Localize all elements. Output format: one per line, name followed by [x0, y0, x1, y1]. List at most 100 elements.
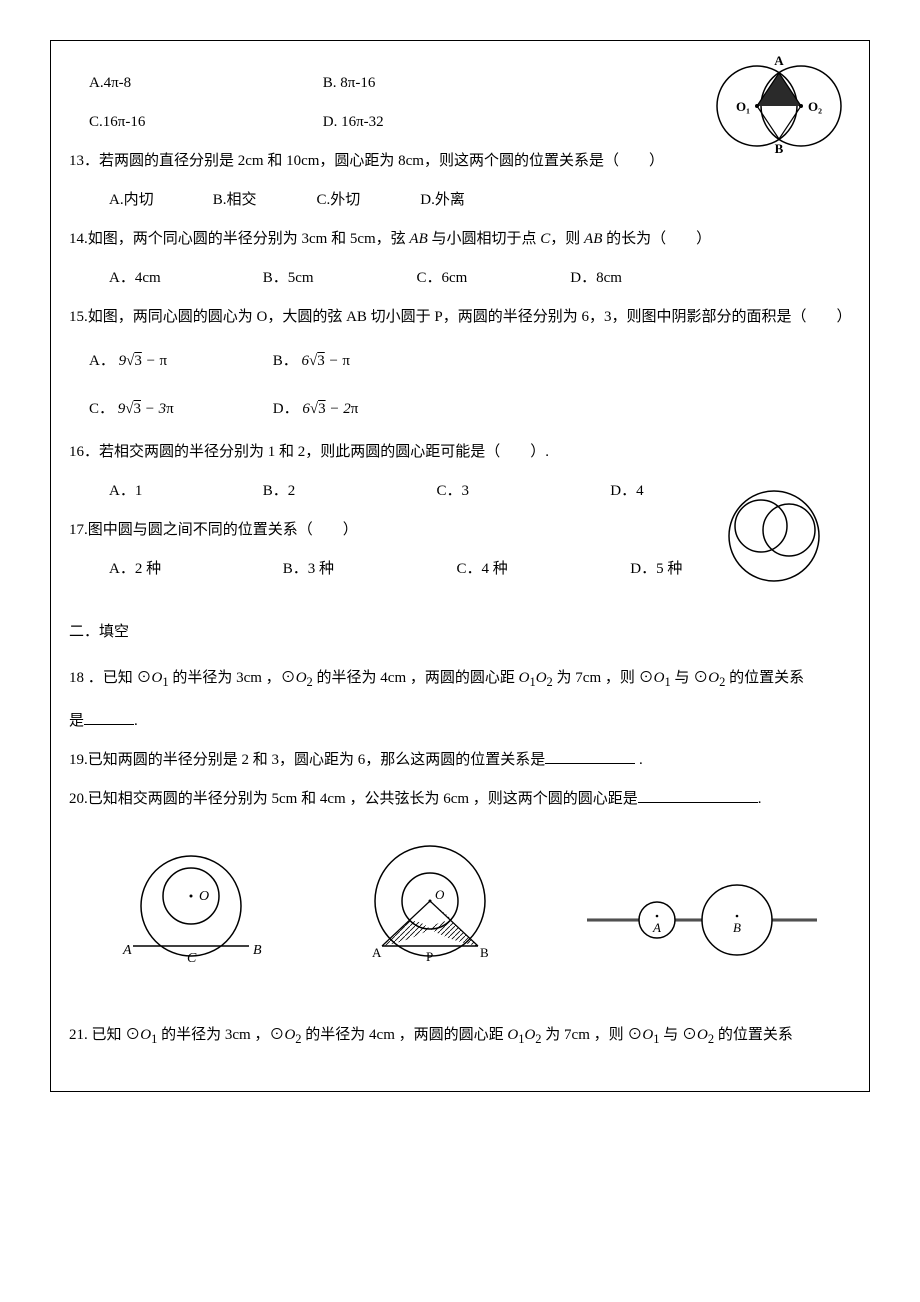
q21-o2: O [284, 1027, 295, 1043]
q14-pre: 14.如图，两个同心圆的半径分别为 3cm 和 5cm，弦 [69, 231, 409, 247]
q19-end: . [635, 752, 643, 768]
q21-p5: 与 ⊙ [659, 1027, 697, 1043]
figure-q21: A B [587, 866, 817, 976]
q18-o2b: O [708, 670, 719, 686]
q14-optD: D．8cm [570, 262, 622, 295]
q18-p6: 的位置关系 [725, 670, 804, 686]
svg-text:O: O [435, 887, 445, 902]
q14-c: C [540, 231, 550, 247]
q20-p4: ，则这两个圆的圆心距是 [469, 791, 638, 807]
q17-optD: D．5 种 [630, 553, 682, 586]
q15-row1: A． 9√3 − π B． 6√3 − π [69, 340, 851, 382]
q16-text: 16．若相交两圆的半径分别为 1 和 2，则此两圆的圆心距可能是（ ）. [69, 436, 851, 469]
svg-text:A: A [652, 920, 661, 935]
q18-o2: O [296, 670, 307, 686]
q15-optD-pre: D． [273, 401, 299, 417]
q18-blank [84, 709, 134, 725]
q18: 18 ．已知 ⊙O1 的半径为 3cm ，⊙O2 的半径为 4cm ，两圆的圆心… [69, 659, 851, 699]
q13-optB: B.相交 [213, 184, 283, 217]
q19: 19.已知两圆的半径分别是 2 和 3，圆心距为 6，那么这两圆的位置关系是 . [69, 744, 851, 777]
q21-o1: O [140, 1027, 151, 1043]
q12-optC: C.16π-16 [89, 106, 269, 139]
svg-text:B: B [480, 945, 489, 960]
page-border: A B O₁ O₂ A.4π-8 B. 8π-16 C.16π-16 D. 16… [50, 40, 870, 1092]
svg-text:A: A [122, 943, 132, 958]
q21-o1b: O [642, 1027, 653, 1043]
q14-mid: 与小圆相切于点 [428, 231, 541, 247]
q18-p4: 为 7cm ，则 ⊙ [553, 670, 654, 686]
q14-then: ，则 [550, 231, 580, 247]
q15-row2: C． 9√3 − 3π D． 6√3 − 2π [69, 388, 851, 430]
q20-r1: 5cm [272, 791, 298, 807]
figure-q14: O A B C [103, 846, 273, 976]
q14-optC: C．6cm [417, 262, 517, 295]
q16-optA: A．1 [109, 475, 209, 508]
q14-optA: A．4cm [109, 262, 209, 295]
q14-ab: AB [409, 231, 427, 247]
q19-text: 19.已知两圆的半径分别是 2 和 3，圆心距为 6，那么这两圆的位置关系是 [69, 752, 545, 768]
q14-ab2: AB [584, 231, 602, 247]
q12-optB: B. 8π-16 [323, 67, 376, 100]
q13-optC: C.外切 [317, 184, 387, 217]
q15-optB-pre: B． [273, 353, 298, 369]
q18-o1: O [152, 670, 163, 686]
q16-optD: D．4 [610, 475, 643, 508]
q19-blank [545, 748, 635, 764]
q16-optC: C．3 [437, 475, 557, 508]
q20-blank [638, 787, 758, 803]
q13-opts: A.内切 B.相交 C.外切 D.外离 [69, 184, 851, 217]
q14-opts: A．4cm B．5cm C．6cm D．8cm [69, 262, 851, 295]
q20-p3: ，公共弦长为 [346, 791, 444, 807]
q15-optC-pre: C． [89, 401, 114, 417]
q15-optB: B． 6√3 − π [273, 353, 350, 369]
q18-o1o2: O1O2 [519, 670, 553, 686]
svg-text:B: B [733, 920, 741, 935]
figure-q15: O A B P [340, 841, 520, 976]
svg-text:P: P [426, 949, 433, 964]
q14-optB: B．5cm [263, 262, 363, 295]
q18-p1: 18 ．已知 ⊙ [69, 670, 152, 686]
q15-optA: A． 9√3 − π [89, 340, 269, 382]
q12-optD: D. 16π-32 [323, 106, 384, 139]
svg-text:A: A [372, 945, 382, 960]
q20-p2: 和 [297, 791, 320, 807]
q16-optB: B．2 [263, 475, 383, 508]
q20-r2: 4cm [320, 791, 346, 807]
q13-optD: D.外离 [420, 184, 465, 217]
q17-optB: B．3 种 [283, 553, 403, 586]
q18-p5: 与 ⊙ [671, 670, 709, 686]
q15-text: 15.如图，两同心圆的圆心为 O，大圆的弦 AB 切小圆于 P，两圆的半径分别为… [69, 301, 851, 334]
q21-p1: 21. 已知 ⊙ [69, 1027, 140, 1043]
q18-p3: 的半径为 4cm ，两圆的圆心距 [313, 670, 519, 686]
q20: 20.已知相交两圆的半径分别为 5cm 和 4cm ，公共弦长为 6cm ，则这… [69, 783, 851, 816]
svg-text:B: B [775, 141, 784, 156]
q20-p1: 20.已知相交两圆的半径分别为 [69, 791, 272, 807]
q21-o2b: O [697, 1027, 708, 1043]
svg-text:O₂: O₂ [808, 99, 822, 114]
q18-o1b: O [654, 670, 665, 686]
q21-o1o2: O1O2 [507, 1027, 541, 1043]
q21: 21. 已知 ⊙O1 的半径为 3cm ，⊙O2 的半径为 4cm ，两圆的圆心… [69, 1016, 851, 1056]
svg-text:B: B [253, 943, 262, 958]
q17-optA: A．2 种 [109, 553, 229, 586]
q12-optA: A.4π-8 [89, 67, 269, 100]
svg-text:C: C [187, 951, 197, 966]
q13-optA: A.内切 [109, 184, 179, 217]
q21-p6: 的位置关系 [714, 1027, 793, 1043]
q15-optD: D． 6√3 − 2π [273, 401, 359, 417]
q18-p8: . [134, 713, 138, 729]
q15-optA-pre: A． [89, 353, 115, 369]
figure-q12: A B O₁ O₂ [709, 51, 849, 161]
q18-p2: 的半径为 3cm ，⊙ [169, 670, 296, 686]
section-2-title: 二．填空 [69, 616, 851, 649]
q21-p4: 为 7cm ，则 ⊙ [542, 1027, 643, 1043]
svg-text:O: O [199, 889, 209, 904]
figures-row: O A B C [69, 841, 851, 976]
q17-optC: C．4 种 [457, 553, 577, 586]
q18-p7: 是 [69, 713, 84, 729]
svg-text:O₁: O₁ [736, 99, 750, 114]
figure-q17 [719, 486, 829, 586]
q18-line2: 是. [69, 705, 851, 738]
q14-post: 的长为（ ） [602, 231, 711, 247]
q20-end: . [758, 791, 762, 807]
